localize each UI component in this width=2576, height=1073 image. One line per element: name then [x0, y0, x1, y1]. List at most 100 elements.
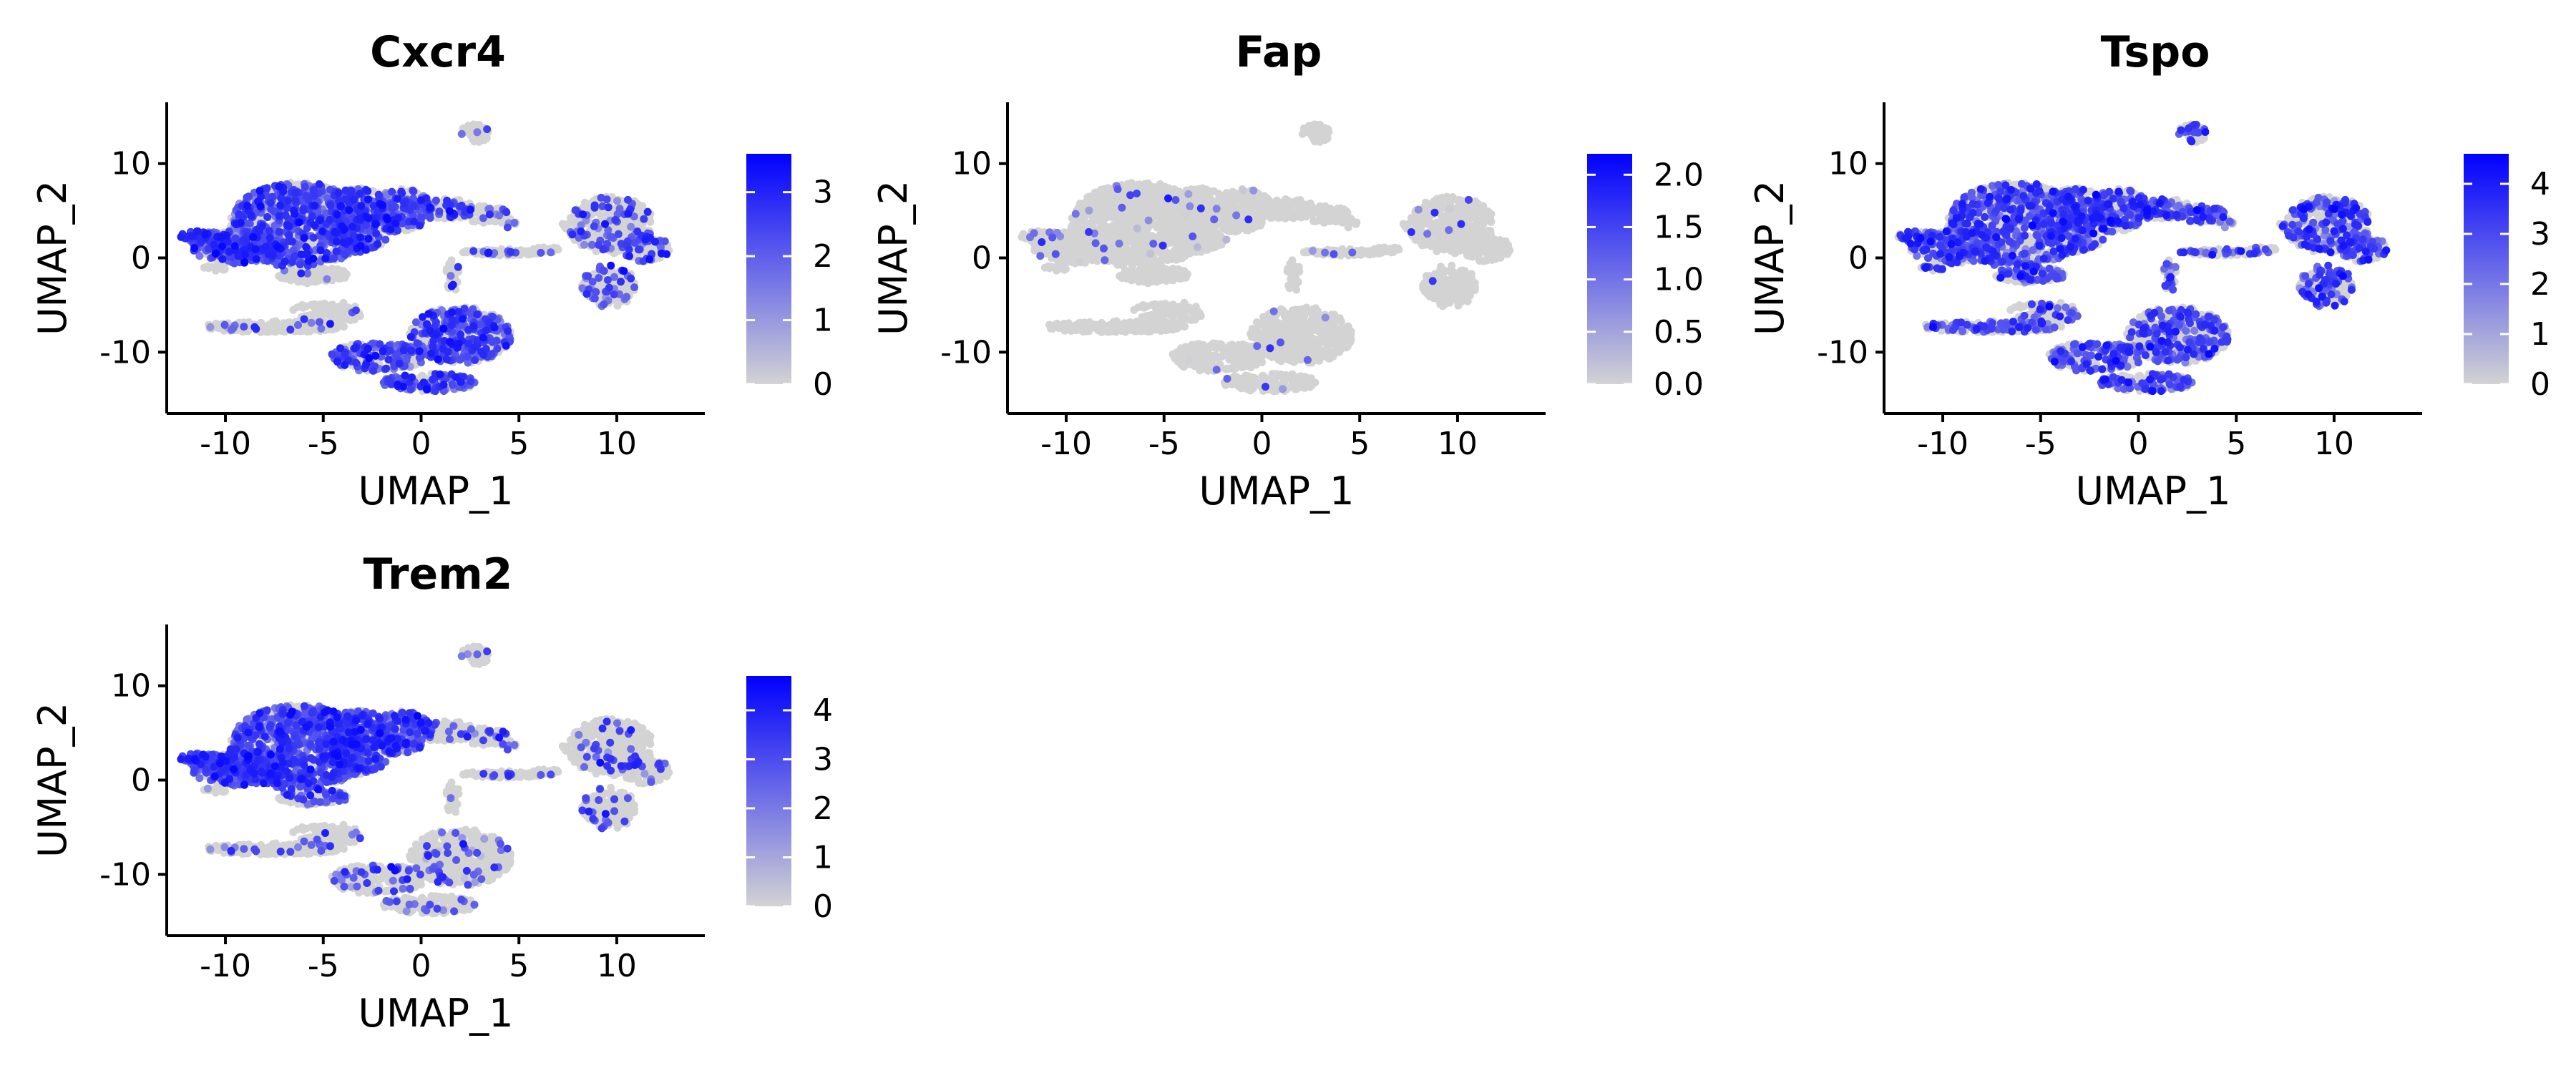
umap-point — [1089, 218, 1098, 227]
umap-point — [309, 233, 318, 242]
umap-point — [210, 240, 218, 249]
umap-point — [328, 300, 337, 309]
umap-point — [617, 278, 625, 286]
x-axis-label: UMAP_1 — [358, 469, 514, 514]
umap-point — [502, 208, 511, 217]
umap-point — [452, 373, 460, 381]
umap-point — [417, 213, 426, 222]
umap-point — [448, 381, 457, 389]
umap-point — [291, 210, 299, 218]
y-tick-label: -10 — [99, 334, 151, 371]
umap-point — [296, 260, 304, 269]
umap-point — [369, 366, 378, 375]
colorbar-tick-label: 0 — [813, 366, 833, 403]
umap-point — [365, 354, 374, 363]
umap-point — [364, 214, 373, 222]
umap-point — [602, 195, 611, 204]
umap-point — [336, 202, 345, 210]
umap-point — [316, 246, 325, 255]
umap-point — [316, 318, 323, 326]
umap-point — [651, 237, 659, 246]
umap-point — [605, 283, 613, 292]
umap-point — [348, 222, 356, 231]
umap-point — [436, 370, 444, 378]
umap-point — [408, 373, 416, 382]
umap-point — [316, 216, 324, 225]
umap-point — [627, 222, 635, 231]
umap-point — [177, 232, 185, 241]
umap-point — [300, 315, 308, 323]
umap-point — [364, 195, 373, 204]
umap-point — [333, 358, 341, 366]
umap-point — [482, 133, 491, 142]
umap-point — [510, 219, 519, 227]
umap-point — [288, 258, 296, 266]
umap-point — [294, 278, 303, 286]
umap-point — [268, 251, 277, 260]
umap-point — [323, 275, 331, 283]
umap-point — [401, 371, 409, 380]
umap-point — [289, 305, 298, 314]
umap-point — [607, 261, 615, 270]
umap-point — [217, 233, 225, 242]
umap-point — [645, 255, 654, 263]
umap-point — [415, 347, 424, 356]
umap-point — [357, 202, 366, 210]
y-tick-label: 10 — [111, 146, 151, 182]
umap-point — [1102, 192, 1111, 200]
umap-point — [285, 222, 293, 230]
umap-point — [300, 234, 308, 242]
umap-point — [641, 235, 650, 244]
umap-point — [625, 252, 633, 260]
umap-point — [275, 227, 283, 236]
umap-point — [447, 321, 456, 329]
umap-point — [502, 341, 510, 350]
umap-point — [1099, 205, 1108, 214]
umap-point — [627, 274, 635, 283]
umap-point — [297, 269, 306, 278]
x-tick-label: -5 — [308, 426, 339, 462]
umap-point — [345, 206, 353, 215]
feature-panel-fap: Fap-10 -5 0 5 10100-10UMAP_1UMAP_20.00.51.01… — [871, 27, 1704, 514]
umap-point — [294, 320, 302, 329]
umap-point — [604, 203, 613, 212]
umap-point — [423, 385, 431, 393]
umap-point — [454, 263, 462, 271]
umap-point — [247, 211, 255, 220]
umap-point — [439, 381, 448, 389]
umap-point — [255, 187, 264, 195]
umap-point — [291, 195, 300, 204]
umap-point — [1126, 248, 1134, 257]
umap-point — [473, 128, 482, 137]
umap-point — [466, 205, 474, 214]
umap-point — [249, 232, 258, 241]
umap-point — [623, 293, 631, 301]
umap-point — [364, 235, 373, 243]
umap-point — [1081, 199, 1090, 207]
umap-point — [590, 222, 598, 230]
umap-point — [1092, 188, 1100, 197]
umap-point — [490, 323, 499, 332]
umap-point — [371, 220, 380, 228]
umap-point — [503, 223, 512, 232]
umap-point — [504, 327, 512, 335]
umap-point — [413, 339, 421, 348]
umap-point — [213, 263, 221, 271]
umap-point — [610, 290, 618, 299]
umap-point — [245, 192, 253, 201]
umap-point — [409, 187, 418, 195]
x-tick-label: -10 — [200, 426, 251, 462]
umap-point — [333, 237, 341, 246]
umap-point — [308, 240, 317, 248]
umap-point — [457, 129, 466, 138]
umap-point — [394, 195, 401, 203]
y-axis-label: UMAP_2 — [30, 180, 75, 335]
umap-point — [582, 290, 591, 298]
umap-point — [537, 248, 545, 257]
umap-point — [434, 355, 442, 363]
umap-point — [288, 237, 296, 246]
umap-point — [302, 192, 311, 200]
umap-point — [462, 248, 471, 257]
umap-point — [379, 347, 387, 356]
umap-point — [446, 207, 454, 215]
